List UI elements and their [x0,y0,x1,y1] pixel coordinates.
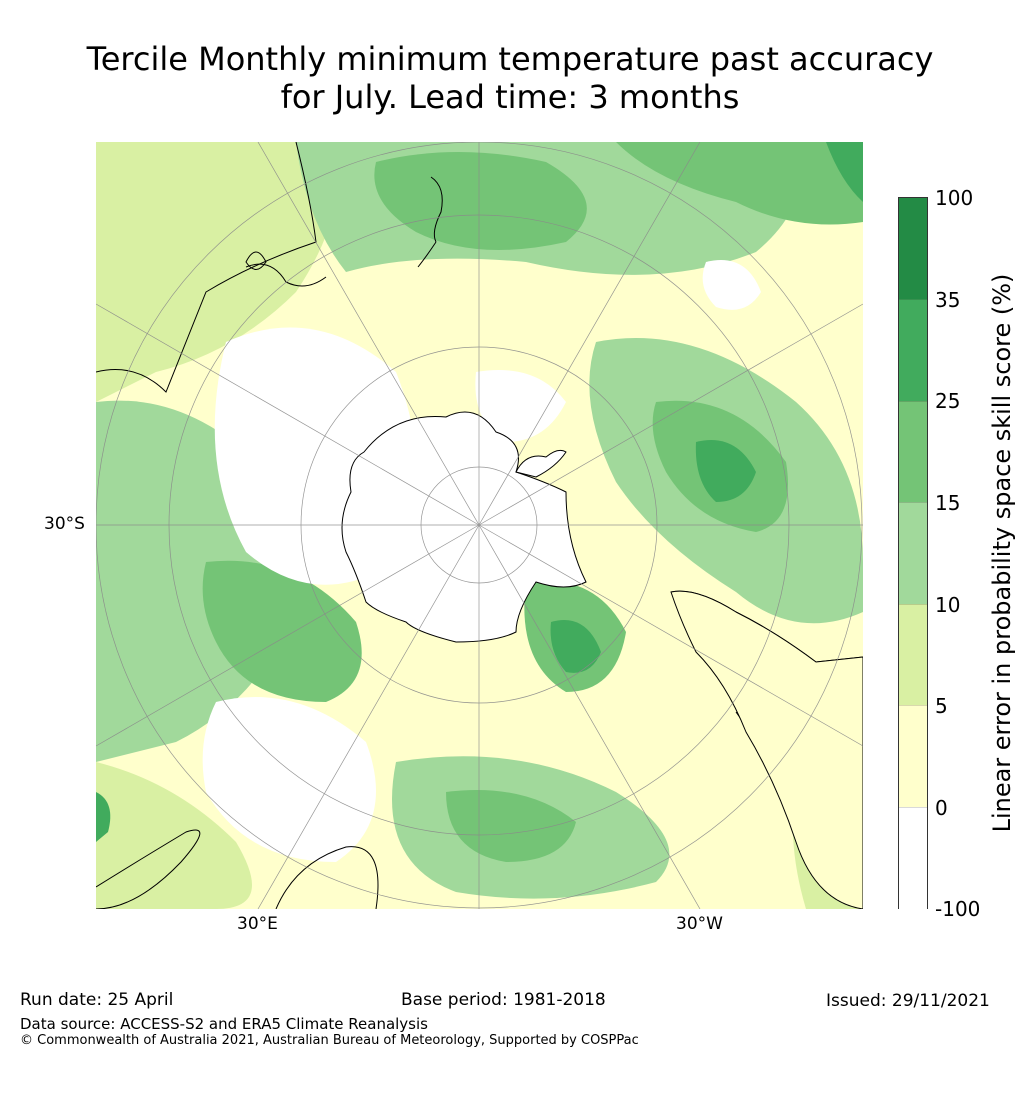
region-light-green-west [96,142,336,402]
region-no-skill-ne [702,260,761,310]
lon-label-30w: 30°W [676,914,723,934]
colorbar-title: Linear error in probability space skill … [988,273,1016,833]
colorbar-tick-5: 5 [935,694,948,718]
region-dark-corner [826,142,863,202]
meridian-120 [478,142,701,526]
colorbar [898,197,928,909]
graticule [96,142,863,909]
australia-sw [96,829,201,909]
madagascar [245,251,267,270]
region-no-skill-n [475,370,566,442]
south-america-tip [670,590,863,909]
meridian-60 [257,142,480,526]
polar-map [96,142,863,909]
colorbar-segment-5-10 [899,604,927,706]
colorbar-tick-0: 0 [935,796,948,820]
colorbar-segment-35-100 [899,198,927,299]
region-se-dark [550,620,601,673]
meridian-240 [478,524,701,909]
run-date: Run date: 25 April [20,990,174,1010]
antarctica [341,411,587,643]
colorbar-tick-25: 25 [935,389,961,413]
title-line-2: for July. Lead time: 3 months [280,78,740,116]
colorbar-segment-15-25 [899,401,927,503]
region-east-dark [695,440,756,502]
colorbar-tick-35: 35 [935,288,961,312]
issued-date: Issued: 29/11/2021 [826,991,990,1011]
meridian-210 [478,524,863,747]
region-darker-ne [616,142,863,225]
colorbar-segment-neg100-0 [899,807,927,909]
new-zealand-north [430,176,443,243]
region-no-skill-sw [202,697,376,862]
meridian-30 [96,303,480,526]
lon-label-30e: 30°E [237,914,278,934]
lat-label-30s: 30°S [44,514,85,534]
colorbar-tick-10: 10 [935,593,961,617]
colorbar-tick-15: 15 [935,491,961,515]
region-sw-corner [96,762,252,909]
africa-coast [96,142,317,393]
region-sw-dark [96,792,111,842]
colorbar-tick-100: 100 [935,186,974,210]
base-period: Base period: 1981-2018 [401,990,606,1010]
meridian-150 [478,303,863,526]
meridian-330 [96,524,480,747]
data-source: Data source: ACCESS-S2 and ERA5 Climate … [20,1015,428,1033]
colorbar-tick-neg100: -100 [935,897,981,921]
region-south-core [446,790,576,862]
antarctic-peninsula [515,449,567,478]
south-america-land [670,590,863,909]
chart-title: Tercile Monthly minimum temperature past… [0,40,1020,116]
colorbar-segment-10-15 [899,502,927,605]
title-line-1: Tercile Monthly minimum temperature past… [86,40,934,78]
new-zealand-south [417,241,437,268]
copyright: © Commonwealth of Australia 2021, Austra… [20,1033,639,1048]
colorbar-segment-0-5 [899,705,927,808]
region-sw-green [202,560,362,702]
meridian-300 [257,524,480,909]
africa-south [275,846,379,909]
region-mid-green-north [374,152,587,250]
colorbar-segment-25-35 [899,299,927,402]
